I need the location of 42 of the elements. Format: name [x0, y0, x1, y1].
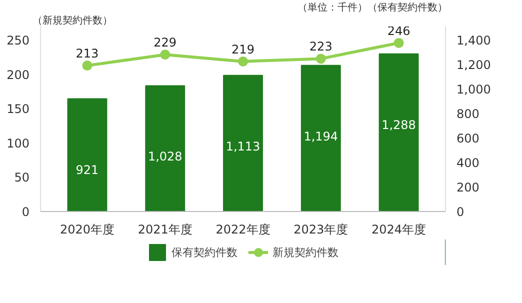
point — [394, 38, 404, 48]
y2-tick-label: 200 — [456, 180, 480, 195]
x-tick-label: 2021年度 — [138, 222, 192, 236]
bar — [378, 53, 419, 212]
bar — [300, 64, 341, 212]
x-tick-label: 2023年度 — [294, 222, 348, 236]
data-label: 229 — [154, 36, 177, 50]
bar — [223, 74, 263, 212]
data-label: 1,194 — [304, 129, 338, 144]
y2-axis-title: （単位：千件）（保有契約件数） — [298, 2, 448, 14]
x-tick-label: 2020年度 — [60, 222, 115, 236]
data-label: 1,288 — [382, 118, 416, 132]
legend-label: 新規契約件数 — [272, 244, 338, 260]
y2-tick-label: 1,200 — [456, 58, 491, 72]
data-label: 223 — [309, 40, 332, 54]
y-tick-label: 150 — [6, 102, 30, 116]
legend-label: 保有契約件数 — [172, 244, 238, 260]
x-tick-label: 2022年度 — [216, 222, 270, 236]
y-tick-label: 0 — [22, 205, 30, 219]
y-tick-label: 50 — [14, 170, 30, 185]
data-label: 921 — [76, 162, 99, 177]
bar — [145, 85, 186, 212]
y-axis-title: （新規契約件数） — [32, 14, 112, 26]
point — [160, 50, 170, 60]
data-label: 219 — [232, 42, 254, 56]
data-label: 213 — [76, 46, 99, 61]
point — [316, 54, 326, 64]
y-tick-label: 100 — [6, 136, 30, 150]
y-tick-label: 250 — [6, 34, 30, 48]
y2-tick-label: 0 — [456, 205, 464, 219]
x-tick-label: 2024年度 — [372, 222, 426, 236]
y2-tick-label: 1,000 — [456, 82, 491, 97]
point — [238, 56, 248, 66]
y2-tick-label: 1,400 — [456, 34, 491, 48]
y2-tick-label: 400 — [456, 156, 480, 170]
bar — [67, 98, 108, 212]
point — [82, 60, 92, 71]
data-label: 1,028 — [148, 150, 182, 164]
data-label: 1,113 — [226, 139, 260, 154]
y-tick-label: 200 — [6, 68, 30, 82]
y2-tick-label: 600 — [456, 132, 480, 146]
y2-tick-label: 800 — [456, 107, 480, 122]
